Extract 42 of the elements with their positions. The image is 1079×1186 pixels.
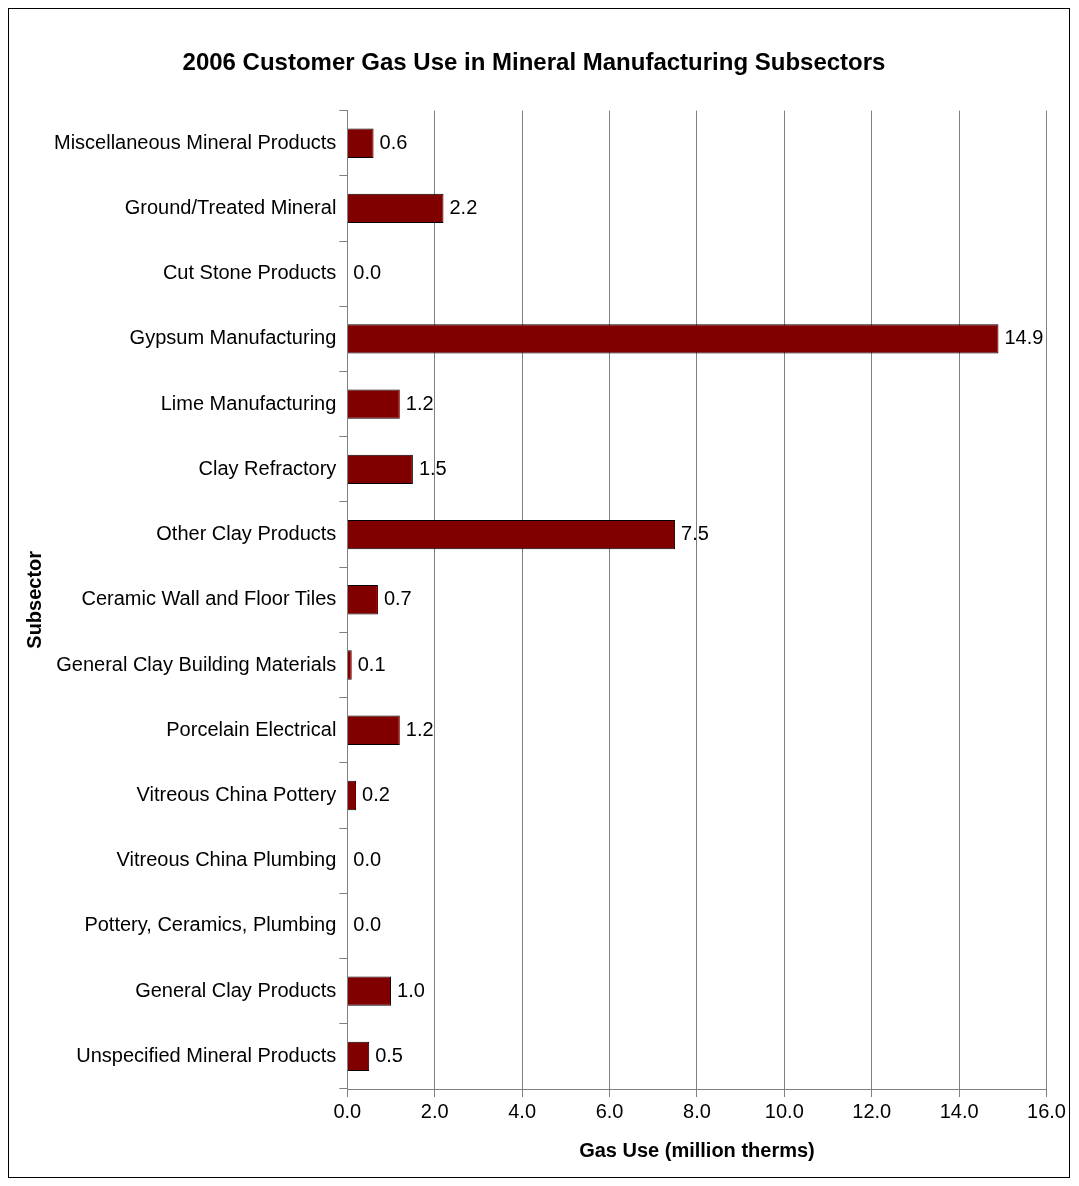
- data-label: 0.1: [357, 652, 386, 675]
- y-tick-label: Unspecified Mineral Products: [76, 1043, 337, 1066]
- x-tick-label: 2.0: [420, 1099, 449, 1122]
- y-tick-label: Vitreous China Plumbing: [116, 848, 337, 871]
- data-label: 0.0: [353, 261, 382, 284]
- x-tick-label: 16.0: [1027, 1099, 1067, 1122]
- data-label: 7.5: [681, 522, 709, 545]
- y-tick-label: Pottery, Ceramics, Plumbing: [84, 913, 337, 936]
- data-label: 0.6: [379, 130, 408, 153]
- y-tick-label: Gypsum Manufacturing: [129, 326, 337, 349]
- y-tick-label: Miscellaneous Mineral Products: [54, 130, 337, 153]
- data-label: 1.5: [418, 456, 447, 479]
- y-tick-label: Clay Refractory: [198, 456, 337, 479]
- x-tick-label: 14.0: [939, 1099, 979, 1122]
- data-label: 1.2: [405, 391, 434, 414]
- y-tick-label: Ground/Treated Mineral: [124, 195, 337, 218]
- x-tick-label: 6.0: [595, 1099, 624, 1122]
- x-tick-label: 8.0: [683, 1099, 711, 1122]
- chart-title: 2006 Customer Gas Use in Mineral Manufacturing Subsectors: [182, 48, 886, 76]
- data-label: 2.2: [449, 195, 478, 218]
- y-tick-label: General Clay Building Materials: [56, 652, 337, 675]
- x-tick-label: 12.0: [852, 1099, 892, 1122]
- y-tick-label: Ceramic Wall and Floor Tiles: [81, 587, 337, 610]
- y-tick-label: General Clay Products: [135, 978, 337, 1001]
- data-label: 0.0: [353, 913, 382, 936]
- y-tick-label: Other Clay Products: [156, 522, 337, 545]
- y-tick-label: Porcelain Electrical: [166, 717, 337, 740]
- y-tick-label: Lime Manufacturing: [160, 391, 337, 414]
- data-label: 14.9: [1004, 326, 1044, 349]
- y-axis-title: Subsector: [22, 550, 45, 649]
- y-tick-label: Vitreous China Pottery: [136, 783, 337, 805]
- data-label: 0.0: [353, 848, 382, 871]
- data-label: 1.2: [405, 717, 434, 740]
- data-label: 1.0: [397, 978, 425, 1001]
- x-tick-label: 4.0: [508, 1099, 537, 1122]
- x-tick-label: 10.0: [764, 1099, 804, 1122]
- data-label: 0.7: [383, 587, 412, 610]
- data-label: 0.5: [375, 1043, 404, 1066]
- x-tick-label: 0.0: [333, 1099, 362, 1122]
- y-tick-label: Cut Stone Products: [162, 261, 337, 284]
- x-axis-title: Gas Use (million therms): [579, 1138, 815, 1161]
- data-label: 0.2: [362, 783, 390, 805]
